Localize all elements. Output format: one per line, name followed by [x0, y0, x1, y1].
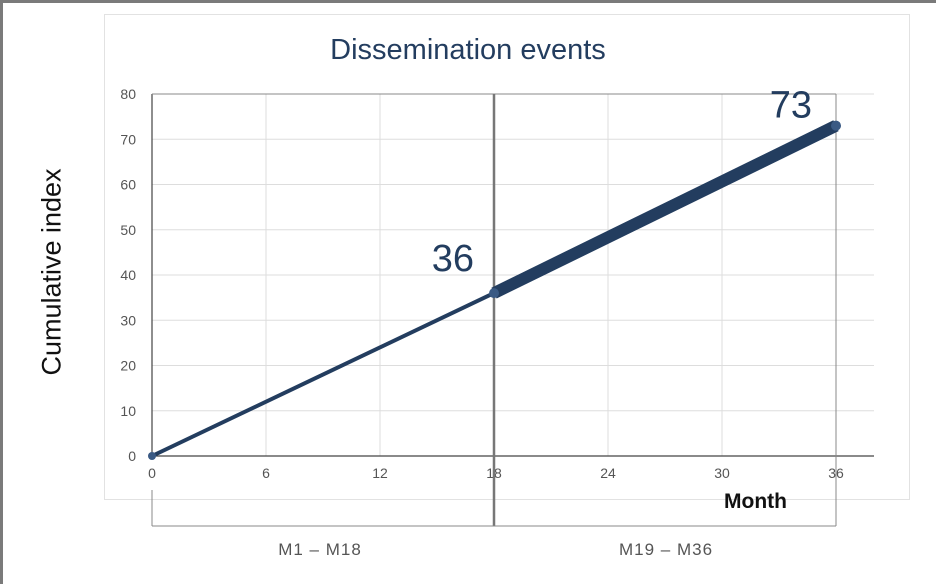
y-tick-label: 80: [120, 86, 136, 102]
period-label-first: M1 – M18: [278, 540, 362, 559]
x-axis-label: Month: [724, 490, 787, 513]
x-tick-label: 30: [714, 465, 730, 481]
data-point: [148, 452, 156, 460]
y-tick-label: 40: [120, 267, 136, 283]
x-tick-label: 0: [148, 465, 156, 481]
chart-title: Dissemination events: [330, 34, 606, 66]
y-tick-label: 30: [120, 312, 136, 328]
data-point: [489, 288, 499, 299]
y-tick-label: 20: [120, 358, 136, 374]
series-line: [151, 291, 495, 458]
x-tick-label: 24: [600, 465, 616, 481]
y-tick-label: 70: [120, 131, 136, 147]
y-tick-label: 0: [128, 448, 136, 464]
y-tick-label: 50: [120, 222, 136, 238]
series-line: [491, 120, 839, 299]
x-tick-label: 6: [262, 465, 270, 481]
chart-card: [104, 14, 910, 500]
y-tick-label: 10: [120, 403, 136, 419]
period-label-second: M19 – M36: [618, 540, 714, 559]
y-tick-label: 60: [120, 177, 136, 193]
data-label: 36: [432, 238, 474, 280]
data-point: [831, 120, 841, 131]
x-tick-label: 12: [372, 465, 388, 481]
data-label: 73: [770, 85, 812, 127]
